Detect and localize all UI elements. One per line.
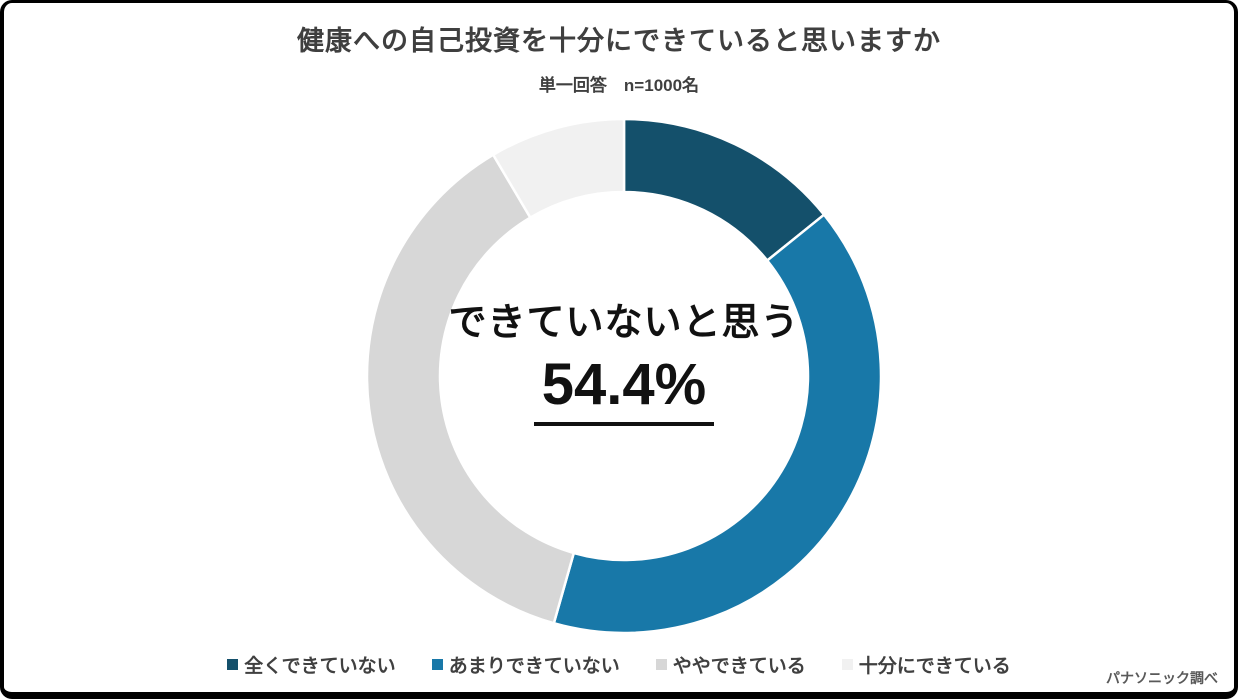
- legend-item-0: 全くできていない: [227, 651, 396, 678]
- donut-chart-area: [365, 117, 883, 635]
- legend-item-1: あまりできていない: [431, 651, 620, 678]
- legend-item-3: 十分にできている: [841, 651, 1011, 678]
- legend-label-3: 十分にできている: [858, 656, 1011, 677]
- legend-label-1: あまりできていない: [448, 656, 620, 677]
- chart-title: 健康への自己投資を十分にできていると思いますか: [297, 26, 941, 56]
- donut-segment-1: [552, 213, 883, 635]
- legend-label-0: 全くできていない: [244, 656, 396, 677]
- legend-item-2: ややできている: [655, 651, 806, 678]
- legend-swatch-3: [841, 659, 853, 670]
- source-note: パナソニック調べ: [1106, 670, 1218, 686]
- chart-legend: 全くできていない あまりできていない ややできている 十分にできている: [4, 651, 1234, 678]
- donut-chart: [365, 117, 883, 635]
- donut-segment-3: [491, 117, 626, 219]
- legend-label-2: ややできている: [672, 656, 806, 677]
- legend-swatch-0: [227, 659, 239, 670]
- donut-segment-2: [365, 153, 576, 625]
- legend-swatch-2: [655, 659, 667, 670]
- chart-subtitle: 単一回答 n=1000名: [538, 76, 700, 95]
- legend-swatch-1: [431, 659, 443, 670]
